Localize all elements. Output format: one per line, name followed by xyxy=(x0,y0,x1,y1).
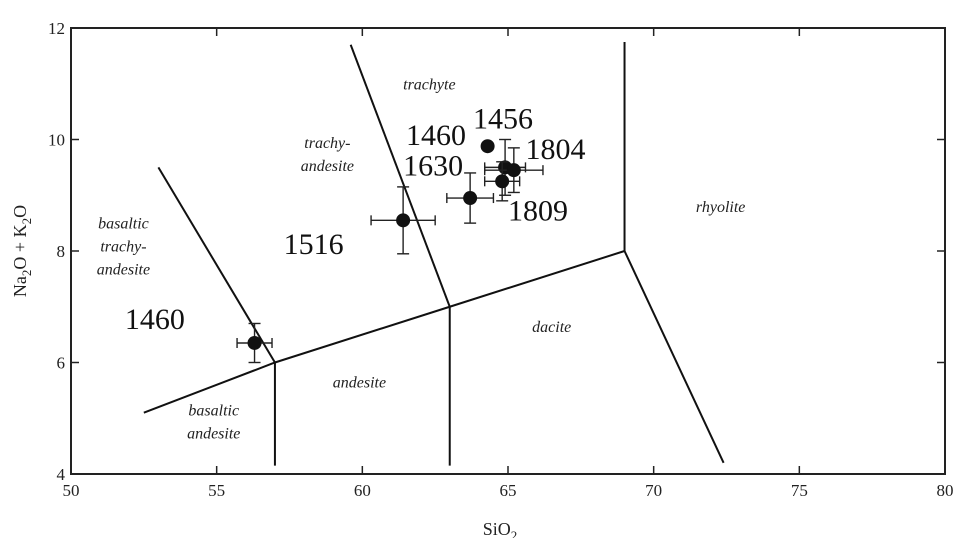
point-marker xyxy=(480,139,495,154)
y-tick-label: 8 xyxy=(57,242,66,261)
point-marker xyxy=(495,174,510,189)
boundary-line xyxy=(143,250,625,414)
data-point xyxy=(480,139,495,154)
point-marker xyxy=(506,163,521,178)
point-marker xyxy=(463,191,478,206)
boundary-line xyxy=(349,44,451,308)
x-tick-label: 50 xyxy=(63,481,80,500)
field-label: dacite xyxy=(532,319,571,336)
sample-label: 1460 xyxy=(125,303,185,336)
data-points xyxy=(236,138,544,364)
sample-label: 1460 xyxy=(406,119,466,152)
field-label: basaltic trachy-andesite xyxy=(97,216,150,279)
x-tick-label: 65 xyxy=(500,481,517,500)
y-tick-label: 4 xyxy=(57,465,66,484)
field-label: andesite xyxy=(333,375,386,392)
field-labels: trachyte trachy-andesite basaltic trachy-an… xyxy=(97,76,746,442)
x-tick-label: 60 xyxy=(354,481,371,500)
x-axis-ticks: 50 55 60 65 70 75 80 xyxy=(63,28,954,500)
y-tick-label: 6 xyxy=(57,354,66,373)
sample-label: 1516 xyxy=(284,228,344,261)
data-point xyxy=(446,172,495,224)
data-point xyxy=(236,322,273,364)
sample-label: 1456 xyxy=(473,102,533,135)
x-tick-label: 55 xyxy=(208,481,225,500)
field-label: trachy-andesite xyxy=(301,135,354,175)
x-tick-label: 80 xyxy=(937,481,954,500)
data-point xyxy=(370,186,436,255)
y-tick-label: 10 xyxy=(48,131,65,150)
field-label: basaltic andesite xyxy=(187,402,240,442)
boundary-line xyxy=(157,166,276,364)
sample-label: 1804 xyxy=(525,133,585,166)
x-tick-label: 75 xyxy=(791,481,808,500)
y-axis-ticks: 4 6 8 10 12 xyxy=(48,19,945,484)
x-axis-title: SiO2 xyxy=(483,519,518,538)
data-point xyxy=(483,147,544,194)
field-label: rhyolite xyxy=(696,199,745,216)
y-axis-title: Na2O + K2O xyxy=(10,205,34,297)
point-marker xyxy=(247,335,262,350)
sample-label: 1809 xyxy=(508,194,568,227)
sample-label: 1630 xyxy=(403,150,463,183)
field-boundaries xyxy=(143,41,725,466)
field-label: trachyte xyxy=(403,76,455,93)
boundary-line xyxy=(623,250,725,464)
y-tick-label: 12 xyxy=(48,19,65,38)
point-marker xyxy=(396,213,411,228)
x-tick-label: 70 xyxy=(645,481,662,500)
data-point xyxy=(483,161,521,202)
